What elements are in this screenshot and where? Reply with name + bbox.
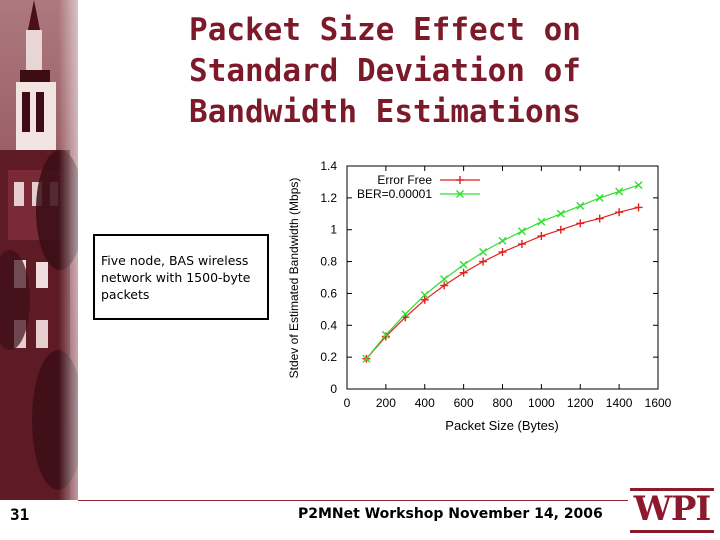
footer-divider: [78, 500, 628, 501]
legend-marker: [456, 190, 464, 198]
marker-stroke: [615, 187, 624, 196]
note-line: packets: [101, 287, 150, 302]
y-tick-label: 1.4: [320, 159, 337, 173]
y-tick-label: 1.2: [320, 191, 337, 205]
data-point: [498, 248, 507, 257]
marker-stroke: [517, 227, 526, 236]
clock-tower-image: [0, 0, 78, 500]
x-tick-label: 800: [492, 396, 512, 410]
chart-ticks: 0 200 400 600 800 1000 1200 1400 1600 0 0.2 0.4 0.6 0…: [320, 159, 671, 410]
data-point: [615, 187, 624, 196]
data-point: [517, 227, 526, 236]
footer-text: P2MNet Workshop November 14, 2006: [298, 506, 603, 522]
title-line: Bandwidth Estimations: [189, 94, 581, 130]
note-line: network with 1500-byte: [101, 270, 251, 285]
x-tick-label: 1000: [528, 396, 555, 410]
y-tick-label: 0: [330, 382, 337, 396]
marker-stroke: [401, 310, 410, 319]
chart-series: [362, 181, 643, 363]
x-tick-label: 1400: [606, 396, 633, 410]
data-point: [556, 209, 565, 218]
x-tick-label: 1200: [567, 396, 594, 410]
marker-stroke: [420, 291, 429, 300]
x-tick-label: 400: [415, 396, 435, 410]
data-point: [459, 268, 468, 277]
wpi-logo: WPI: [626, 484, 718, 536]
marker-stroke: [595, 193, 604, 202]
data-point: [479, 257, 488, 266]
data-point: [634, 181, 643, 190]
marker-stroke: [537, 217, 546, 226]
logo-text: WPI: [633, 489, 712, 529]
marker-stroke: [498, 236, 507, 245]
marker-stroke: [576, 201, 585, 210]
note-line: Five node, BAS wireless: [101, 253, 249, 268]
marker-stroke: [381, 330, 390, 339]
data-point: [595, 214, 604, 223]
marker-stroke: [634, 181, 643, 190]
data-point: [537, 232, 546, 241]
data-point: [459, 260, 468, 269]
data-point: [595, 193, 604, 202]
y-tick-label: 1: [330, 223, 337, 237]
legend-label: BER=0.00001: [357, 187, 432, 201]
data-point: [576, 201, 585, 210]
data-point: [479, 248, 488, 257]
data-point: [381, 332, 390, 341]
series-line-ber: [365, 184, 639, 360]
data-point: [362, 354, 371, 363]
y-tick-label: 0.4: [320, 318, 337, 332]
data-point: [420, 291, 429, 300]
data-point: [634, 203, 643, 212]
y-axis-label: Stdev of Estimated Bandwidth (Mbps): [287, 178, 301, 379]
marker-stroke: [362, 354, 371, 363]
slide-title: Packet Size Effect on Standard Deviation…: [150, 10, 620, 133]
data-point: [576, 219, 585, 228]
bandwidth-stdev-chart: 0 200 400 600 800 1000 1200 1400 1600 0 0.2 0.4 0.6 0…: [287, 159, 672, 433]
marker-stroke: [456, 190, 464, 198]
data-point: [517, 240, 526, 249]
y-tick-label: 0.2: [320, 350, 337, 364]
series-line-error-free: [365, 206, 639, 360]
data-point: [440, 281, 449, 290]
data-point: [556, 225, 565, 234]
x-tick-label: 200: [376, 396, 396, 410]
legend-marker: [456, 176, 464, 184]
x-axis-label: Packet Size (Bytes): [445, 418, 558, 433]
marker-stroke: [459, 260, 468, 269]
x-tick-label: 1600: [645, 396, 672, 410]
title-line: Packet Size Effect on: [189, 12, 581, 48]
note-box: Five node, BAS wireless network with 150…: [93, 234, 269, 320]
x-tick-label: 0: [344, 396, 351, 410]
legend-label: Error Free: [377, 173, 432, 187]
data-point: [381, 330, 390, 339]
y-tick-label: 0.8: [320, 255, 337, 269]
y-tick-label: 0.6: [320, 286, 337, 300]
data-point: [615, 208, 624, 217]
page-number: 31: [10, 505, 30, 524]
data-point: [537, 217, 546, 226]
campus-photo-band: [0, 0, 78, 500]
data-point: [401, 310, 410, 319]
data-point: [440, 275, 449, 284]
marker-stroke: [556, 209, 565, 218]
title-line: Standard Deviation of: [189, 53, 581, 89]
data-point: [498, 236, 507, 245]
data-point: [420, 295, 429, 304]
marker-stroke: [440, 275, 449, 284]
marker-stroke: [479, 248, 488, 257]
logo-bottom-bar: [630, 530, 714, 533]
logo-top-bar: [630, 488, 714, 491]
x-tick-label: 600: [454, 396, 474, 410]
